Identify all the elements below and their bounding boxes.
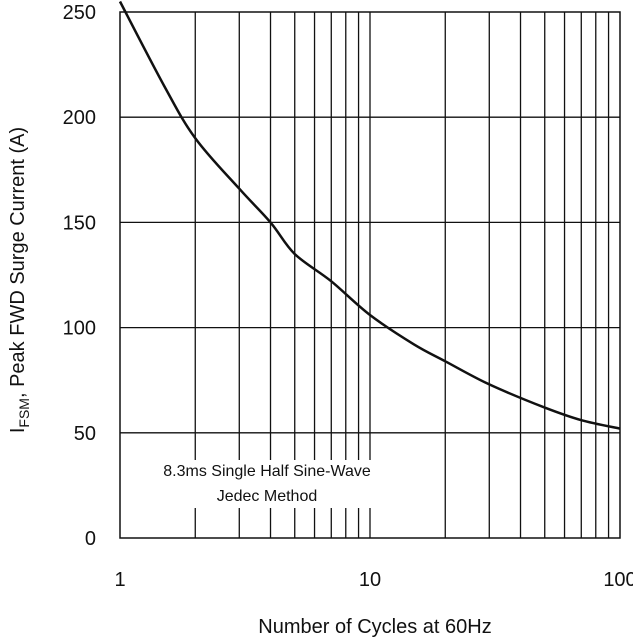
y-tick-label: 200 <box>63 107 96 129</box>
y-axis-label: IFSM, Peak FWD Surge Current (A) <box>7 127 32 433</box>
annotation-box: 8.3ms Single Half Sine-Wave Jedec Method <box>133 460 401 508</box>
x-tick-label: 1 <box>114 569 125 591</box>
y-tick-label: 0 <box>85 528 96 550</box>
y-tick-label: 150 <box>63 212 96 234</box>
plot-frame <box>119 11 621 539</box>
y-tick-label: 100 <box>63 318 96 340</box>
grid-lines <box>120 12 620 538</box>
annotation-line-2: Jedec Method <box>217 488 318 505</box>
annotation-line-1: 8.3ms Single Half Sine-Wave <box>163 463 371 480</box>
surge-current-curve <box>118 0 621 430</box>
y-axis-label-subscript: FSM <box>16 398 32 428</box>
y-axis-label-rest: , Peak FWD Surge Current (A) <box>7 127 29 398</box>
x-tick-label: 10 <box>359 569 381 591</box>
y-tick-labels: 0 50 100 150 200 250 <box>63 2 96 550</box>
y-tick-label: 50 <box>74 423 96 445</box>
y-tick-label: 250 <box>63 2 96 24</box>
x-axis-label: Number of Cycles at 60Hz <box>258 616 491 638</box>
y-axis-label-main: I <box>7 428 29 434</box>
x-tick-label: 100 <box>603 569 633 591</box>
x-tick-labels: 1 10 100 <box>114 569 633 591</box>
